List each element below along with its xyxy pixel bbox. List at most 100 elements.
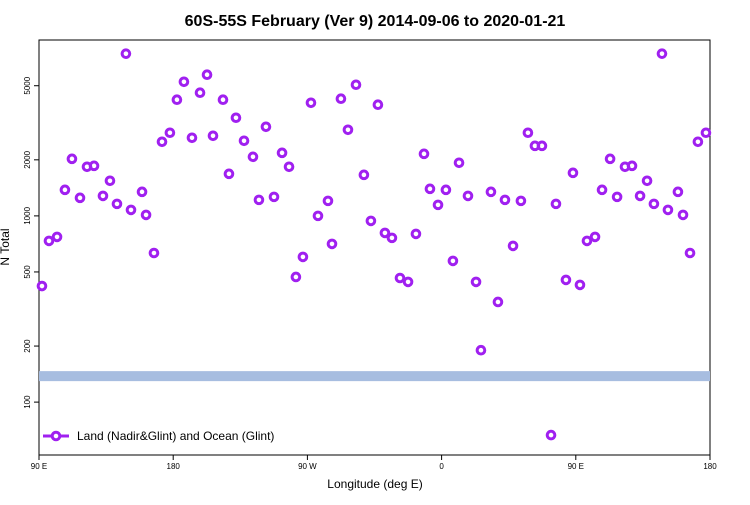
data-point — [125, 204, 137, 216]
data-point — [656, 48, 668, 59]
data-point — [662, 204, 674, 216]
data-point — [507, 240, 519, 252]
data-point — [201, 69, 213, 80]
data-point — [51, 231, 63, 243]
plot-frame — [38, 39, 711, 456]
data-point — [536, 140, 548, 152]
data-point — [470, 276, 482, 288]
data-point — [283, 161, 295, 173]
data-point — [372, 99, 384, 111]
data-point — [171, 94, 183, 106]
data-point — [418, 148, 430, 160]
data-point — [322, 195, 334, 207]
data-point — [43, 235, 55, 247]
data-point — [74, 192, 86, 204]
x-tick-label: 0 — [439, 462, 444, 471]
data-point — [485, 186, 497, 198]
data-point — [611, 191, 623, 203]
data-point — [207, 130, 219, 142]
data-point — [574, 279, 586, 291]
data-point — [194, 87, 206, 99]
data-point — [402, 276, 414, 288]
data-point — [335, 93, 347, 105]
data-point — [305, 97, 317, 109]
data-point — [268, 191, 280, 203]
data-point — [230, 112, 242, 124]
data-point — [394, 272, 406, 284]
data-point — [700, 127, 712, 139]
data-point — [545, 429, 557, 441]
data-point — [677, 209, 689, 221]
data-point — [522, 127, 534, 139]
y-tick-label: 2000 — [23, 150, 32, 168]
data-point — [560, 274, 572, 286]
x-axis-label: Longitude (deg E) — [327, 477, 422, 491]
data-point — [567, 167, 579, 179]
data-point — [462, 190, 474, 202]
data-point — [386, 232, 398, 244]
data-point — [140, 209, 152, 221]
data-point — [410, 228, 422, 240]
data-point — [379, 227, 391, 239]
data-point — [596, 184, 608, 196]
data-point — [88, 160, 100, 172]
y-tick-label: 500 — [23, 265, 32, 279]
data-point — [253, 194, 265, 206]
data-point — [550, 198, 562, 210]
data-point — [342, 124, 354, 136]
y-tick-label: 200 — [23, 339, 32, 353]
data-point — [350, 79, 362, 91]
data-point — [648, 198, 660, 210]
x-tick-label: 90 W — [298, 462, 317, 471]
x-tick-label: 180 — [167, 462, 181, 471]
data-point — [424, 183, 436, 195]
data-point — [260, 121, 272, 133]
data-point — [447, 255, 459, 267]
legend-label: Land (Nadir&Glint) and Ocean (Glint) — [77, 429, 274, 443]
data-point — [164, 127, 176, 139]
data-point — [120, 48, 132, 59]
data-point — [626, 160, 638, 172]
data-point — [104, 175, 116, 187]
data-point — [453, 157, 465, 169]
data-point — [276, 147, 288, 159]
data-point — [641, 175, 653, 187]
data-point — [111, 198, 123, 210]
data-point — [492, 296, 504, 308]
data-point — [365, 215, 377, 227]
data-point — [440, 184, 452, 196]
y-tick-label: 1000 — [23, 206, 32, 224]
data-point — [36, 280, 48, 292]
data-point — [312, 210, 324, 222]
legend-marker — [50, 430, 62, 442]
data-point — [634, 190, 646, 202]
data-point — [432, 199, 444, 211]
data-point — [692, 136, 704, 148]
data-point — [604, 153, 616, 165]
data-point — [186, 132, 198, 144]
data-point — [326, 238, 338, 250]
data-point — [223, 168, 235, 180]
data-point — [475, 344, 487, 356]
data-point — [178, 76, 190, 88]
data-point — [97, 190, 109, 202]
data-point — [290, 271, 302, 283]
x-tick-label: 90 E — [31, 462, 47, 471]
data-point — [148, 247, 160, 259]
data-point — [136, 186, 148, 198]
y-tick-label: 100 — [23, 395, 32, 409]
data-point — [217, 94, 229, 106]
data-point — [499, 194, 511, 206]
y-axis-label: N Total — [0, 228, 12, 265]
data-point — [66, 153, 78, 165]
x-tick-label: 180 — [703, 462, 717, 471]
data-point — [581, 235, 593, 247]
data-point — [297, 251, 309, 263]
chart-title: 60S-55S February (Ver 9) 2014-09-06 to 2… — [185, 13, 566, 30]
y-tick-label: 5000 — [23, 76, 32, 94]
data-point — [247, 151, 259, 163]
data-point — [358, 169, 370, 181]
x-tick-label: 90 E — [568, 462, 584, 471]
data-point — [515, 195, 527, 207]
